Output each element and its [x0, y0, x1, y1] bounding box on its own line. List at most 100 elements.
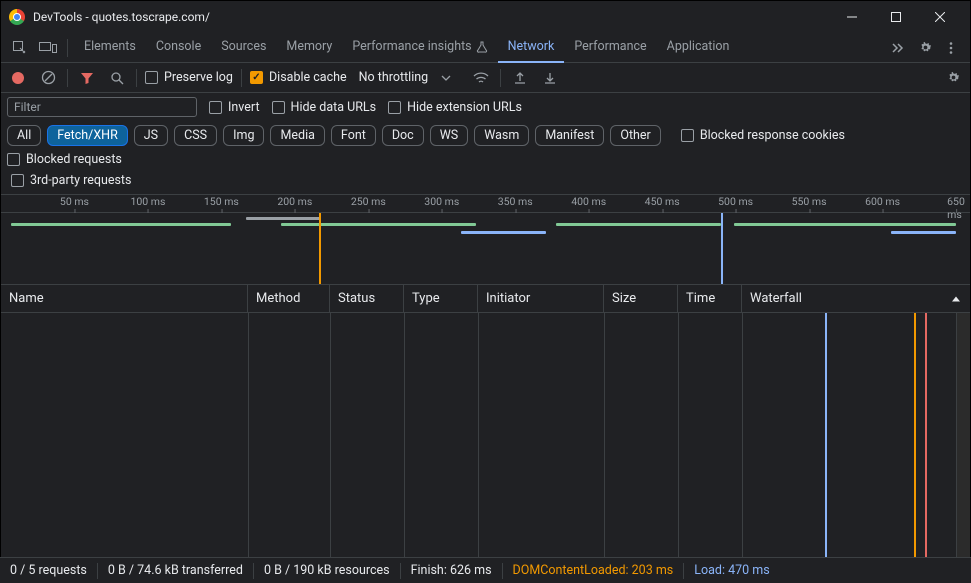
third-party-checkbox[interactable]: 3rd-party requests: [11, 173, 131, 188]
hide-ext-urls-checkbox[interactable]: Hide extension URLs: [388, 100, 522, 115]
timeline-segment: [734, 223, 956, 226]
settings-icon[interactable]: [912, 35, 938, 61]
timeline-segment: [891, 231, 956, 234]
timeline-tick: 600 ms: [865, 195, 900, 208]
timeline-tick: 200 ms: [277, 195, 312, 208]
col-initiator[interactable]: Initiator: [478, 285, 604, 312]
close-button[interactable]: [918, 1, 962, 33]
timeline-tick: 500 ms: [718, 195, 753, 208]
titlebar: DevTools - quotes.toscrape.com/: [1, 1, 970, 33]
timeline-tick: 250 ms: [351, 195, 386, 208]
timeline-tick: 50 ms: [60, 195, 89, 208]
blocked-requests-checkbox[interactable]: Blocked requests: [7, 152, 122, 167]
tab-console[interactable]: Console: [146, 33, 211, 63]
tab-elements[interactable]: Elements: [74, 33, 146, 63]
resource-type-filter: All Fetch/XHR JS CSS Img Media Font Doc WSWasm Ma…: [1, 121, 970, 169]
upload-har-icon[interactable]: [509, 67, 531, 89]
status-resources: 0 B / 190 kB resources: [254, 563, 401, 579]
filter-js[interactable]: JS: [134, 125, 168, 146]
status-finish: Finish: 626 ms: [401, 563, 503, 579]
filter-other[interactable]: Other: [610, 125, 660, 146]
filter-media[interactable]: Media: [270, 125, 324, 146]
throttling-select[interactable]: No throttling: [355, 70, 463, 85]
inspect-icon[interactable]: [7, 35, 33, 61]
filter-doc[interactable]: Doc: [382, 125, 424, 146]
filter-manifest[interactable]: Manifest: [535, 125, 604, 146]
clear-button[interactable]: [37, 67, 59, 89]
waterfall-marker: [914, 313, 916, 561]
timeline-tick: 400 ms: [571, 195, 606, 208]
col-name[interactable]: Name: [1, 285, 248, 312]
third-party-label: 3rd-party requests: [30, 173, 131, 188]
kebab-icon[interactable]: [938, 35, 964, 61]
table-header: NameMethodStatusTypeInitiatorSizeTimeWat…: [1, 285, 970, 313]
filter-bar: Invert Hide data URLs Hide extension URL…: [1, 93, 970, 121]
timeline-tick: 550 ms: [792, 195, 827, 208]
filter-wasm[interactable]: Wasm: [474, 125, 529, 146]
chrome-icon: [9, 9, 25, 25]
filter-all[interactable]: All: [7, 125, 41, 146]
timeline-overview[interactable]: 50 ms100 ms150 ms200 ms250 ms300 ms350 m…: [1, 195, 970, 285]
hide-data-urls-checkbox[interactable]: Hide data URLs: [272, 100, 377, 115]
network-conditions-icon[interactable]: [470, 67, 492, 89]
disable-cache-checkbox[interactable]: Disable cache: [250, 70, 347, 85]
timeline-segment: [281, 223, 476, 226]
filter-fetch-xhr[interactable]: Fetch/XHR: [47, 125, 128, 146]
window-title: DevTools - quotes.toscrape.com/: [33, 10, 210, 24]
main-tabs: ElementsConsoleSourcesMemoryPerformance …: [1, 33, 970, 63]
timeline-tick: 450 ms: [645, 195, 680, 208]
network-toolbar: Preserve log Disable cache No throttling: [1, 63, 970, 93]
timeline-segment: [11, 223, 231, 226]
tab-network[interactable]: Network: [498, 33, 565, 63]
waterfall-marker: [925, 313, 927, 561]
filter-ws[interactable]: WS: [430, 125, 469, 146]
filter-css[interactable]: CSS: [174, 125, 217, 146]
table-body: [1, 313, 970, 561]
col-time[interactable]: Time: [678, 285, 742, 312]
invert-checkbox[interactable]: Invert: [209, 100, 260, 115]
status-bar: 0 / 5 requests 0 B / 74.6 kB transferred…: [0, 557, 971, 583]
timeline-marker: [721, 213, 723, 284]
throttling-label: No throttling: [359, 70, 429, 85]
minimize-button[interactable]: [830, 1, 874, 33]
filter-icon[interactable]: [76, 67, 98, 89]
tab-performance[interactable]: Performance: [564, 33, 656, 63]
search-icon[interactable]: [106, 67, 128, 89]
download-har-icon[interactable]: [539, 67, 561, 89]
tab-performance-insights[interactable]: Performance insights: [342, 33, 497, 63]
record-button[interactable]: [7, 67, 29, 89]
preserve-log-checkbox[interactable]: Preserve log: [145, 70, 233, 85]
preserve-log-label: Preserve log: [164, 70, 233, 85]
col-size[interactable]: Size: [604, 285, 678, 312]
third-party-row: 3rd-party requests: [1, 169, 970, 195]
timeline-segment: [556, 223, 721, 226]
col-status[interactable]: Status: [330, 285, 404, 312]
device-icon[interactable]: [35, 35, 61, 61]
timeline-tick: 300 ms: [424, 195, 459, 208]
hide-ext-urls-label: Hide extension URLs: [407, 100, 522, 115]
col-method[interactable]: Method: [248, 285, 330, 312]
tab-application[interactable]: Application: [657, 33, 740, 63]
status-dcl: DOMContentLoaded: 203 ms: [503, 563, 685, 579]
status-load: Load: 470 ms: [684, 563, 779, 579]
filter-font[interactable]: Font: [331, 125, 376, 146]
network-settings-icon[interactable]: [942, 67, 964, 89]
blocked-cookies-checkbox[interactable]: Blocked response cookies: [681, 128, 845, 143]
tab-sources[interactable]: Sources: [211, 33, 276, 63]
disable-cache-label: Disable cache: [269, 70, 347, 85]
maximize-button[interactable]: [874, 1, 918, 33]
timeline-segment: [246, 217, 321, 220]
hide-data-urls-label: Hide data URLs: [291, 100, 377, 115]
col-waterfall[interactable]: Waterfall: [742, 285, 970, 312]
status-requests: 0 / 5 requests: [10, 563, 98, 579]
filter-input[interactable]: [7, 97, 197, 117]
timeline-tick: 150 ms: [204, 195, 239, 208]
timeline-segment: [461, 231, 546, 234]
waterfall-marker: [825, 313, 827, 561]
tab-memory[interactable]: Memory: [276, 33, 342, 63]
col-type[interactable]: Type: [404, 285, 478, 312]
timeline-tick: 100 ms: [130, 195, 165, 208]
more-tabs-icon[interactable]: [886, 35, 912, 61]
timeline-marker: [319, 213, 321, 284]
filter-img[interactable]: Img: [223, 125, 264, 146]
